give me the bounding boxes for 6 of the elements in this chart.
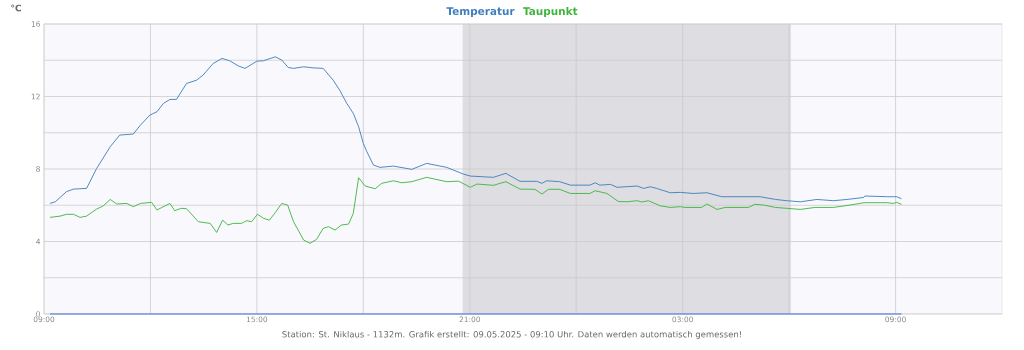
text: Temperatur bbox=[446, 7, 515, 18]
text: Taupunkt bbox=[522, 6, 578, 18]
line-series bbox=[49, 56, 902, 204]
y-axis-title: °C bbox=[11, 4, 21, 12]
line-series bbox=[49, 176, 902, 244]
text: Station: St. Niklaus - 1132m. Grafik erstellt: 09.05.2025 - 09:10 Uhr. Daten werden automatisch gemessen! bbox=[282, 330, 741, 340]
